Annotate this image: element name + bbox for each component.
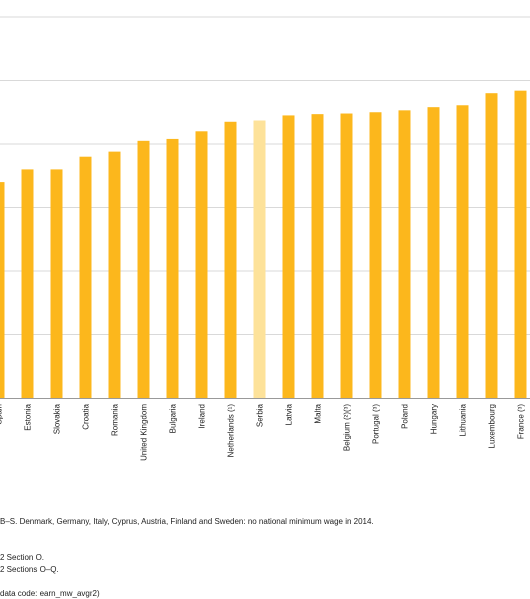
x-tick-label: Malta: [314, 403, 323, 423]
bar: [224, 121, 237, 399]
bar: [21, 169, 34, 398]
x-tick-label: Slovakia: [53, 403, 62, 434]
bar: [398, 110, 411, 398]
x-tick-label: Bulgaria: [169, 403, 178, 433]
bar: [137, 140, 150, 398]
bar: [79, 156, 92, 398]
x-tick-labels: Spain Estonia Slovakia Croatia Romania United…: [0, 403, 526, 460]
x-tick-label: Belgium (²)(³): [343, 404, 352, 451]
x-tick-label: Portugal (³): [372, 404, 381, 444]
bar: [340, 113, 353, 399]
x-tick-label: Estonia: [24, 403, 33, 430]
x-tick-label: Netherlands (¹): [227, 404, 236, 458]
bar: [195, 131, 208, 399]
x-tick-label: Spain: [0, 404, 4, 424]
bar: [369, 112, 382, 398]
bar: [282, 115, 295, 399]
bar: [0, 182, 5, 398]
x-tick-label: Romania: [111, 403, 120, 436]
bar: [456, 105, 469, 398]
bar: [311, 114, 324, 398]
x-tick-label: France (³): [517, 404, 526, 439]
x-tick-label: Luxembourg: [488, 404, 497, 448]
x-tick-label: Ireland: [198, 404, 207, 428]
bar: [166, 138, 179, 399]
bar: [108, 151, 121, 398]
x-tick-label: Hungary: [430, 404, 439, 434]
x-tick-label: United Kingdom: [140, 404, 149, 461]
bar: [427, 107, 440, 399]
bar: [50, 169, 63, 398]
bars: [0, 90, 527, 399]
x-tick-label: Latvia: [285, 403, 294, 425]
bar: [514, 90, 527, 398]
x-tick-label: Poland: [401, 404, 410, 429]
x-tick-label: Croatia: [82, 403, 91, 429]
bar: [253, 120, 266, 398]
x-tick-label: Serbia: [256, 403, 265, 427]
bar: [485, 93, 498, 398]
x-tick-label: Lithuania: [459, 403, 468, 436]
